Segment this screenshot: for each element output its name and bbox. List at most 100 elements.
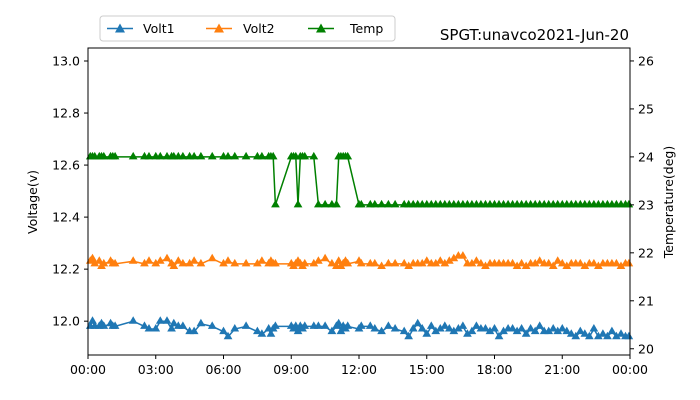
- data-point-volt1: [334, 318, 343, 327]
- data-point-temp: [223, 151, 233, 160]
- data-point-volt1: [241, 321, 251, 329]
- data-point-volt1: [257, 329, 267, 337]
- data-point-volt2: [370, 258, 380, 267]
- data-point-volt1: [169, 318, 179, 327]
- data-point-volt1: [266, 329, 276, 337]
- data-point-volt1: [445, 324, 454, 332]
- data-point-volt2: [185, 258, 194, 267]
- data-point-volt2: [517, 258, 526, 267]
- data-point-temp: [144, 151, 154, 160]
- data-point-volt2: [435, 256, 445, 264]
- data-point-temp: [356, 199, 366, 208]
- data-point-volt1: [557, 324, 567, 332]
- data-point-volt1: [624, 331, 634, 340]
- data-point-volt1: [253, 326, 262, 335]
- data-point-volt1: [390, 324, 400, 332]
- y2-tick-label: 26: [638, 53, 654, 68]
- data-point-volt1: [472, 321, 481, 329]
- data-point-volt1: [417, 324, 427, 332]
- data-point-volt2: [207, 253, 217, 262]
- data-point-volt1: [300, 321, 310, 329]
- data-point-volt2: [271, 258, 280, 267]
- data-point-volt2: [189, 256, 199, 264]
- data-point-volt2: [445, 256, 454, 264]
- data-point-volt2: [548, 261, 558, 269]
- data-point-volt2: [399, 258, 409, 267]
- data-point-temp: [241, 151, 251, 160]
- data-point-volt2: [377, 261, 386, 269]
- data-point-volt1: [88, 316, 97, 324]
- data-point-volt1: [426, 321, 436, 329]
- data-point-volt1: [508, 324, 517, 332]
- data-point-volt1: [140, 321, 149, 329]
- data-point-temp: [314, 199, 323, 208]
- data-point-volt1: [365, 321, 375, 329]
- data-point-volt2: [530, 258, 540, 267]
- data-point-volt2: [196, 258, 206, 267]
- data-point-volt2: [178, 258, 188, 267]
- data-point-volt1: [548, 324, 558, 332]
- y2-tick-label: 21: [638, 293, 654, 308]
- data-point-volt1: [458, 321, 468, 329]
- x-tick-label: 18:00: [476, 362, 512, 377]
- data-point-volt2: [589, 258, 599, 267]
- data-point-volt1: [521, 329, 531, 337]
- data-point-volt2: [521, 261, 531, 269]
- x-tick-label: 21:00: [544, 362, 580, 377]
- data-point-volt2: [99, 258, 109, 267]
- legend: Volt1 Volt2 Temp: [99, 15, 396, 42]
- data-point-volt1: [271, 321, 280, 329]
- y-tick-label: 12.8: [52, 106, 80, 121]
- data-point-volt1: [327, 326, 337, 335]
- x-tick-label: 03:00: [138, 362, 174, 377]
- data-point-volt2: [320, 253, 330, 262]
- data-point-temp: [320, 199, 330, 208]
- data-point-volt1: [566, 329, 576, 337]
- data-point-temp: [624, 199, 634, 208]
- y2-tick-label: 23: [638, 197, 654, 212]
- series-layer: [85, 151, 634, 340]
- ticks-layer: 00:00 03:00 06:00 09:00 12:00 15:00 18:00 21:00…: [52, 53, 654, 377]
- data-point-volt1: [562, 326, 572, 335]
- data-point-volt1: [189, 326, 199, 335]
- data-point-volt2: [440, 258, 450, 267]
- series-volt1: [85, 316, 634, 340]
- data-point-volt1: [490, 324, 499, 332]
- x-tick-label: 12:00: [341, 362, 377, 377]
- data-point-temp: [271, 199, 280, 208]
- data-point-volt2: [612, 258, 621, 267]
- data-point-temp: [293, 199, 303, 208]
- data-point-volt1: [576, 326, 585, 335]
- data-point-volt1: [99, 321, 109, 329]
- data-point-volt2: [384, 258, 393, 267]
- data-point-volt2: [404, 261, 413, 269]
- series-temp: [85, 151, 634, 208]
- data-point-volt2: [343, 258, 353, 267]
- data-point-temp: [189, 151, 199, 160]
- data-point-volt2: [110, 258, 120, 267]
- data-point-volt2: [431, 258, 441, 267]
- data-point-volt1: [293, 326, 303, 335]
- data-point-volt1: [467, 326, 477, 335]
- data-point-volt1: [494, 331, 504, 340]
- data-point-volt1: [399, 326, 409, 335]
- data-point-volt2: [562, 261, 572, 269]
- data-point-volt1: [196, 318, 206, 327]
- data-point-volt1: [155, 316, 165, 324]
- data-point-volt1: [178, 321, 188, 329]
- data-point-temp: [196, 151, 206, 160]
- data-point-volt2: [467, 258, 477, 267]
- data-point-volt1: [314, 321, 323, 329]
- data-point-volt2: [144, 256, 154, 264]
- data-point-volt2: [241, 258, 251, 267]
- data-point-temp: [309, 151, 319, 160]
- data-point-volt2: [616, 261, 626, 269]
- x-tick-label: 00:00: [612, 362, 648, 377]
- data-point-volt1: [616, 329, 626, 337]
- data-point-temp: [155, 151, 165, 160]
- data-point-volt1: [435, 324, 445, 332]
- data-point-volt1: [603, 331, 612, 340]
- data-point-volt2: [417, 258, 427, 267]
- data-point-volt1: [230, 324, 240, 332]
